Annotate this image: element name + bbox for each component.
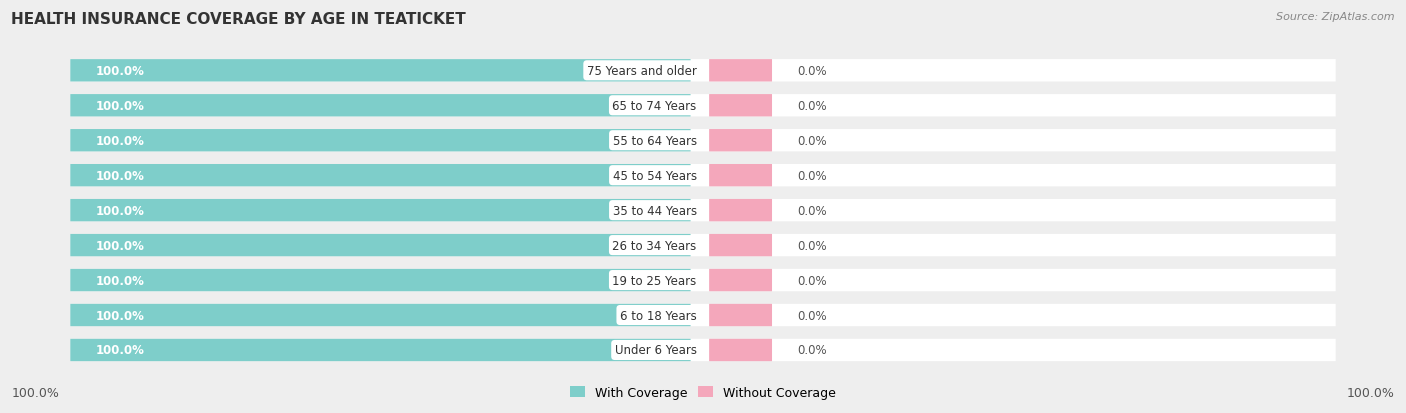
FancyBboxPatch shape bbox=[70, 304, 690, 326]
Text: 0.0%: 0.0% bbox=[797, 134, 827, 147]
FancyBboxPatch shape bbox=[70, 60, 1336, 82]
FancyBboxPatch shape bbox=[70, 130, 690, 152]
FancyBboxPatch shape bbox=[70, 95, 1336, 117]
FancyBboxPatch shape bbox=[70, 60, 690, 82]
FancyBboxPatch shape bbox=[70, 165, 690, 187]
Text: HEALTH INSURANCE COVERAGE BY AGE IN TEATICKET: HEALTH INSURANCE COVERAGE BY AGE IN TEAT… bbox=[11, 12, 465, 27]
Text: 0.0%: 0.0% bbox=[797, 169, 827, 182]
Text: 6 to 18 Years: 6 to 18 Years bbox=[620, 309, 697, 322]
Text: 75 Years and older: 75 Years and older bbox=[586, 65, 697, 78]
Text: 0.0%: 0.0% bbox=[797, 100, 827, 112]
Text: Under 6 Years: Under 6 Years bbox=[614, 344, 697, 356]
Text: 0.0%: 0.0% bbox=[797, 309, 827, 322]
FancyBboxPatch shape bbox=[70, 304, 1336, 326]
Text: 65 to 74 Years: 65 to 74 Years bbox=[613, 100, 697, 112]
Text: 100.0%: 100.0% bbox=[11, 386, 59, 399]
FancyBboxPatch shape bbox=[70, 339, 690, 361]
FancyBboxPatch shape bbox=[70, 339, 1336, 361]
FancyBboxPatch shape bbox=[709, 165, 772, 187]
FancyBboxPatch shape bbox=[70, 234, 690, 256]
Text: 19 to 25 Years: 19 to 25 Years bbox=[613, 274, 697, 287]
Text: 100.0%: 100.0% bbox=[96, 274, 145, 287]
FancyBboxPatch shape bbox=[709, 269, 772, 292]
FancyBboxPatch shape bbox=[70, 95, 690, 117]
Text: Source: ZipAtlas.com: Source: ZipAtlas.com bbox=[1277, 12, 1395, 22]
Text: 100.0%: 100.0% bbox=[96, 169, 145, 182]
FancyBboxPatch shape bbox=[70, 199, 690, 222]
FancyBboxPatch shape bbox=[709, 199, 772, 222]
FancyBboxPatch shape bbox=[709, 60, 772, 82]
Text: 0.0%: 0.0% bbox=[797, 344, 827, 356]
Text: 0.0%: 0.0% bbox=[797, 239, 827, 252]
FancyBboxPatch shape bbox=[709, 339, 772, 361]
FancyBboxPatch shape bbox=[70, 199, 1336, 222]
Text: 100.0%: 100.0% bbox=[96, 344, 145, 356]
FancyBboxPatch shape bbox=[70, 130, 1336, 152]
FancyBboxPatch shape bbox=[709, 234, 772, 256]
FancyBboxPatch shape bbox=[70, 269, 690, 292]
FancyBboxPatch shape bbox=[709, 95, 772, 117]
Text: 100.0%: 100.0% bbox=[96, 204, 145, 217]
FancyBboxPatch shape bbox=[70, 234, 1336, 256]
Text: 100.0%: 100.0% bbox=[96, 134, 145, 147]
Text: 45 to 54 Years: 45 to 54 Years bbox=[613, 169, 697, 182]
Text: 35 to 44 Years: 35 to 44 Years bbox=[613, 204, 697, 217]
Legend: With Coverage, Without Coverage: With Coverage, Without Coverage bbox=[565, 381, 841, 404]
Text: 0.0%: 0.0% bbox=[797, 204, 827, 217]
Text: 100.0%: 100.0% bbox=[1347, 386, 1395, 399]
Text: 26 to 34 Years: 26 to 34 Years bbox=[613, 239, 697, 252]
Text: 100.0%: 100.0% bbox=[96, 65, 145, 78]
FancyBboxPatch shape bbox=[709, 130, 772, 152]
Text: 0.0%: 0.0% bbox=[797, 65, 827, 78]
Text: 100.0%: 100.0% bbox=[96, 100, 145, 112]
Text: 100.0%: 100.0% bbox=[96, 239, 145, 252]
FancyBboxPatch shape bbox=[70, 269, 1336, 292]
FancyBboxPatch shape bbox=[70, 165, 1336, 187]
Text: 100.0%: 100.0% bbox=[96, 309, 145, 322]
Text: 0.0%: 0.0% bbox=[797, 274, 827, 287]
FancyBboxPatch shape bbox=[709, 304, 772, 326]
Text: 55 to 64 Years: 55 to 64 Years bbox=[613, 134, 697, 147]
